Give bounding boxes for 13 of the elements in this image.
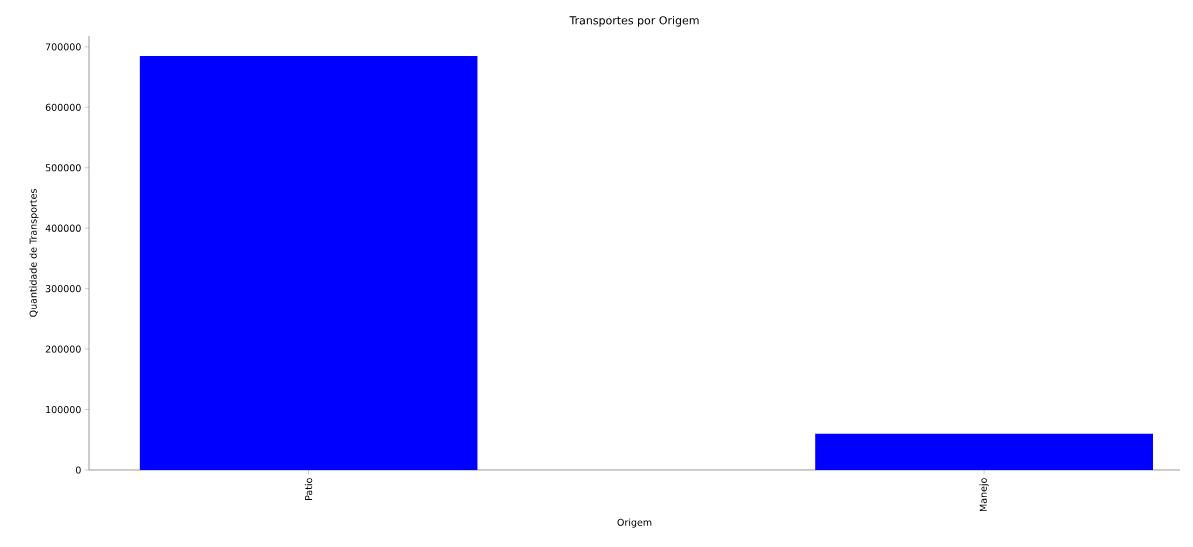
x-tick-label: Patio: [304, 478, 313, 501]
y-tick-label: 700000: [45, 43, 81, 51]
y-tick-label: 300000: [45, 285, 81, 293]
y-tick-label: 100000: [46, 405, 81, 414]
chart-title: Transportes por Origem: [569, 15, 699, 27]
y-axis-title: Quantidade de Transportes: [29, 189, 39, 317]
y-tick-label: 400000: [45, 224, 81, 232]
x-axis-title: Origem: [617, 518, 652, 528]
y-tick-label: 200000: [45, 345, 81, 353]
x-tick-label: Manejo: [979, 478, 989, 512]
y-tick-label: 0: [75, 466, 81, 474]
y-tick-label: 500000: [45, 164, 81, 172]
y-tick-label: 600000: [45, 103, 81, 111]
